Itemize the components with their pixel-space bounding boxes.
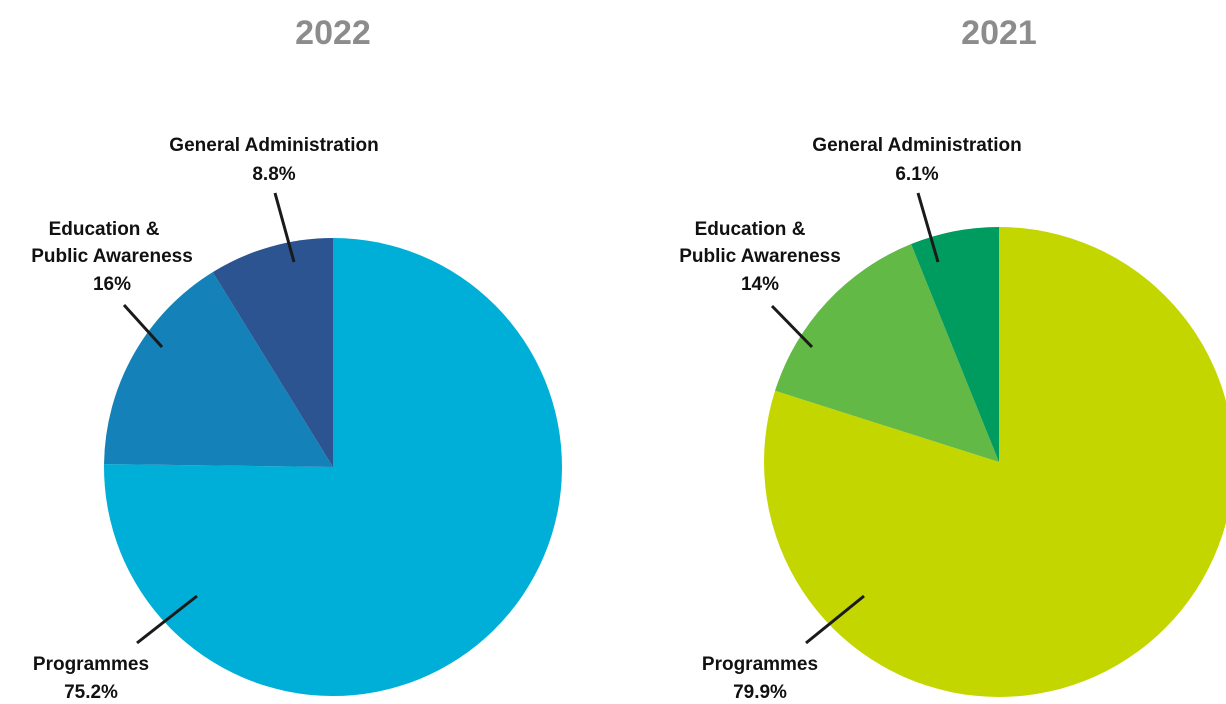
- slice-value-education-2021: 14%: [741, 274, 779, 295]
- slice-label-admin-2022: General Administration: [169, 135, 378, 156]
- slice-value-admin-2022: 8.8%: [252, 164, 295, 185]
- leader-line-admin-2022: [273, 192, 296, 263]
- pie-slice-education-2021: [775, 244, 999, 462]
- chart-title-2022: 2022: [295, 14, 371, 52]
- slice-value-education-2022: 16%: [93, 274, 131, 295]
- pie-chart-2021: 2021 General Administration 6.1% Educati…: [679, 14, 1226, 703]
- leader-line-programmes-2021: [805, 594, 865, 645]
- leader-line-education-2021: [770, 304, 814, 349]
- slice-label-education-line2-2022: Public Awareness: [31, 246, 193, 267]
- slice-label-education-line1-2022: Education &: [49, 219, 160, 240]
- pie-slice-programmes-2021: [764, 227, 1226, 697]
- pie-chart-2022: 2022 General Administration 8.8% Educati…: [31, 14, 563, 703]
- leader-line-programmes-2022: [136, 594, 198, 645]
- slice-value-admin-2021: 6.1%: [895, 164, 938, 185]
- leader-line-education-2022: [122, 303, 164, 349]
- slice-label-admin-2021: General Administration: [812, 135, 1021, 156]
- slice-value-programmes-2022: 75.2%: [64, 682, 118, 703]
- pie-slice-programmes-2022: [103, 238, 563, 697]
- slice-value-programmes-2021: 79.9%: [733, 682, 787, 703]
- chart-title-2021: 2021: [961, 14, 1037, 52]
- slice-label-education-line1-2021: Education &: [695, 219, 806, 240]
- pie-slices-2022: [103, 238, 563, 697]
- pie-slice-education-2022: [104, 272, 333, 467]
- pie-slice-admin-2022: [212, 238, 333, 467]
- slice-label-education-line2-2021: Public Awareness: [679, 246, 841, 267]
- pie-slice-admin-2021: [911, 227, 999, 462]
- pie-slices-2021: [764, 227, 1226, 697]
- leader-line-admin-2021: [916, 192, 940, 263]
- slice-label-programmes-2022: Programmes: [33, 654, 149, 675]
- slice-label-programmes-2021: Programmes: [702, 654, 818, 675]
